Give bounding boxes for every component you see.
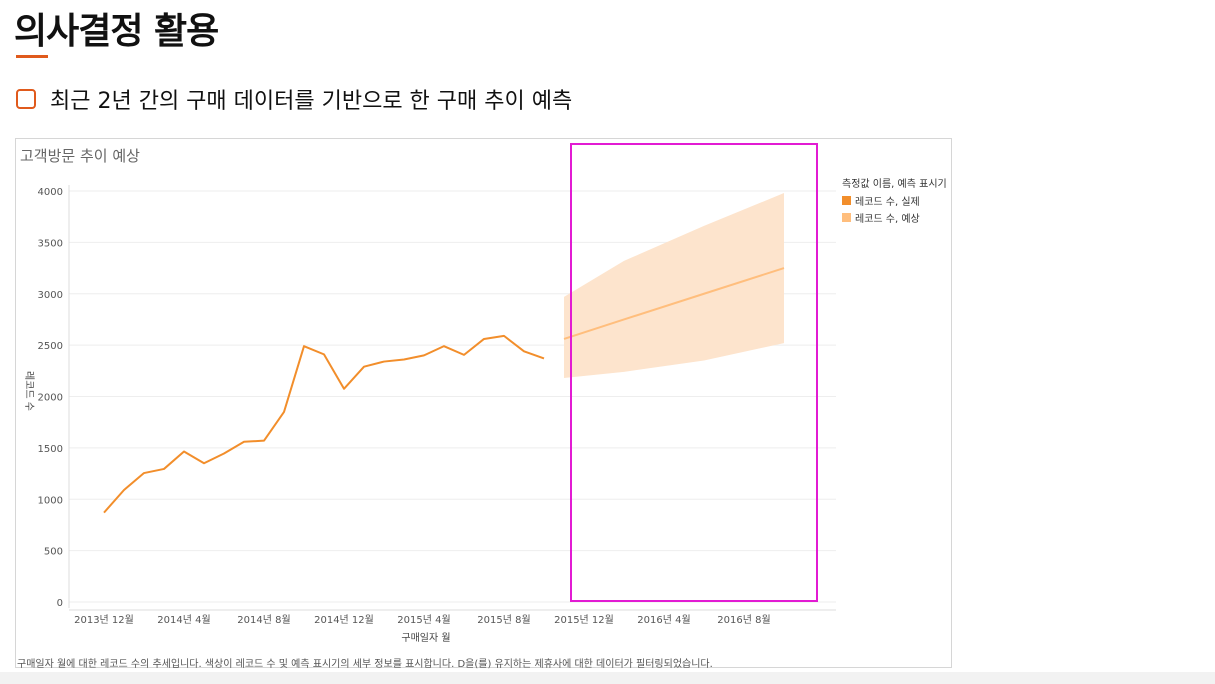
chart-caption: 구매일자 월에 대한 레코드 수의 추세입니다. 색상이 레코드 수 및 예측 … xyxy=(17,659,713,670)
chart-title: 고객방문 추이 예상 xyxy=(20,147,140,165)
x-tick-label: 2013년 12월 xyxy=(74,614,134,626)
data-point-actual[interactable] xyxy=(201,460,207,466)
legend: 측정값 이름, 예측 표시기 레코드 수, 실제 레코드 수, 예상 xyxy=(842,175,947,227)
y-axis-label: 레코드 수 xyxy=(23,371,35,411)
data-point-actual[interactable] xyxy=(121,487,127,493)
data-point-actual[interactable] xyxy=(281,409,287,415)
y-tick-label: 0 xyxy=(57,598,63,609)
data-point-actual[interactable] xyxy=(501,333,507,339)
data-point-actual[interactable] xyxy=(261,438,267,444)
y-tick-label: 3500 xyxy=(38,238,63,249)
data-point-actual[interactable] xyxy=(341,386,347,392)
x-tick-label: 2016년 8월 xyxy=(717,614,770,626)
data-point-actual[interactable] xyxy=(241,439,247,445)
data-point-forecast[interactable] xyxy=(561,336,567,342)
legend-swatch-forecast xyxy=(842,213,851,222)
data-point-actual[interactable] xyxy=(101,510,107,516)
x-axis-label: 구매일자 월 xyxy=(401,632,450,644)
data-point-actual[interactable] xyxy=(321,351,327,357)
data-point-actual[interactable] xyxy=(221,451,227,457)
x-tick-label: 2014년 8월 xyxy=(237,614,290,626)
bullet-row: 최근 2년 간의 구매 데이터를 기반으로 한 구매 추이 예측 xyxy=(16,84,572,114)
y-tick-label: 2000 xyxy=(38,393,63,404)
data-point-actual[interactable] xyxy=(361,364,367,370)
x-tick-label: 2015년 4월 xyxy=(397,614,450,626)
bullet-text: 최근 2년 간의 구매 데이터를 기반으로 한 구매 추이 예측 xyxy=(50,89,573,114)
forecast-highlight-box xyxy=(570,143,818,602)
legend-item-actual[interactable]: 레코드 수, 실제 xyxy=(842,193,947,208)
legend-label-actual: 레코드 수, 실제 xyxy=(855,197,920,208)
data-point-actual[interactable] xyxy=(441,343,447,349)
data-point-actual[interactable] xyxy=(161,466,167,472)
data-point-actual[interactable] xyxy=(381,359,387,365)
y-tick-label: 4000 xyxy=(38,187,63,198)
page-bottom-strip xyxy=(0,672,1215,684)
data-point-actual[interactable] xyxy=(461,352,467,358)
legend-label-forecast: 레코드 수, 예상 xyxy=(855,214,920,225)
x-tick-label: 2016년 4월 xyxy=(637,614,690,626)
y-tick-label: 2500 xyxy=(38,341,63,352)
page-title: 의사결정 활용 xyxy=(14,11,219,52)
x-tick-label: 2015년 12월 xyxy=(554,614,614,626)
checkbox-bullet-icon xyxy=(16,89,36,109)
y-tick-label: 1500 xyxy=(38,444,63,455)
data-point-actual[interactable] xyxy=(181,448,187,454)
forecast-line-chart: 0 500 1000 1500 2000 2500 3000 3500 4000 2013년 12… xyxy=(23,185,836,644)
title-underline xyxy=(16,55,48,58)
data-point-actual[interactable] xyxy=(541,355,547,361)
data-point-actual[interactable] xyxy=(421,352,427,358)
x-tick-label: 2014년 4월 xyxy=(157,614,210,626)
data-point-actual[interactable] xyxy=(401,357,407,363)
chart-panel: 0 500 1000 1500 2000 2500 3000 3500 4000 2013년 12… xyxy=(15,138,952,670)
x-tick-label: 2014년 12월 xyxy=(314,614,374,626)
data-point-actual[interactable] xyxy=(521,348,527,354)
series-line-forecast xyxy=(563,267,785,340)
forecast-interval-band xyxy=(564,193,784,379)
y-tick-label: 1000 xyxy=(38,495,63,506)
y-tick-label: 500 xyxy=(44,547,63,558)
y-tick-label: 3000 xyxy=(38,290,63,301)
data-point-actual[interactable] xyxy=(301,343,307,349)
legend-title: 측정값 이름, 예측 표시기 xyxy=(842,179,947,190)
data-point-actual[interactable] xyxy=(141,470,147,476)
data-point-actual[interactable] xyxy=(481,336,487,342)
x-tick-label: 2015년 8월 xyxy=(477,614,530,626)
series-line-actual xyxy=(103,334,545,514)
legend-item-forecast[interactable]: 레코드 수, 예상 xyxy=(842,210,947,225)
legend-swatch-actual xyxy=(842,196,851,205)
